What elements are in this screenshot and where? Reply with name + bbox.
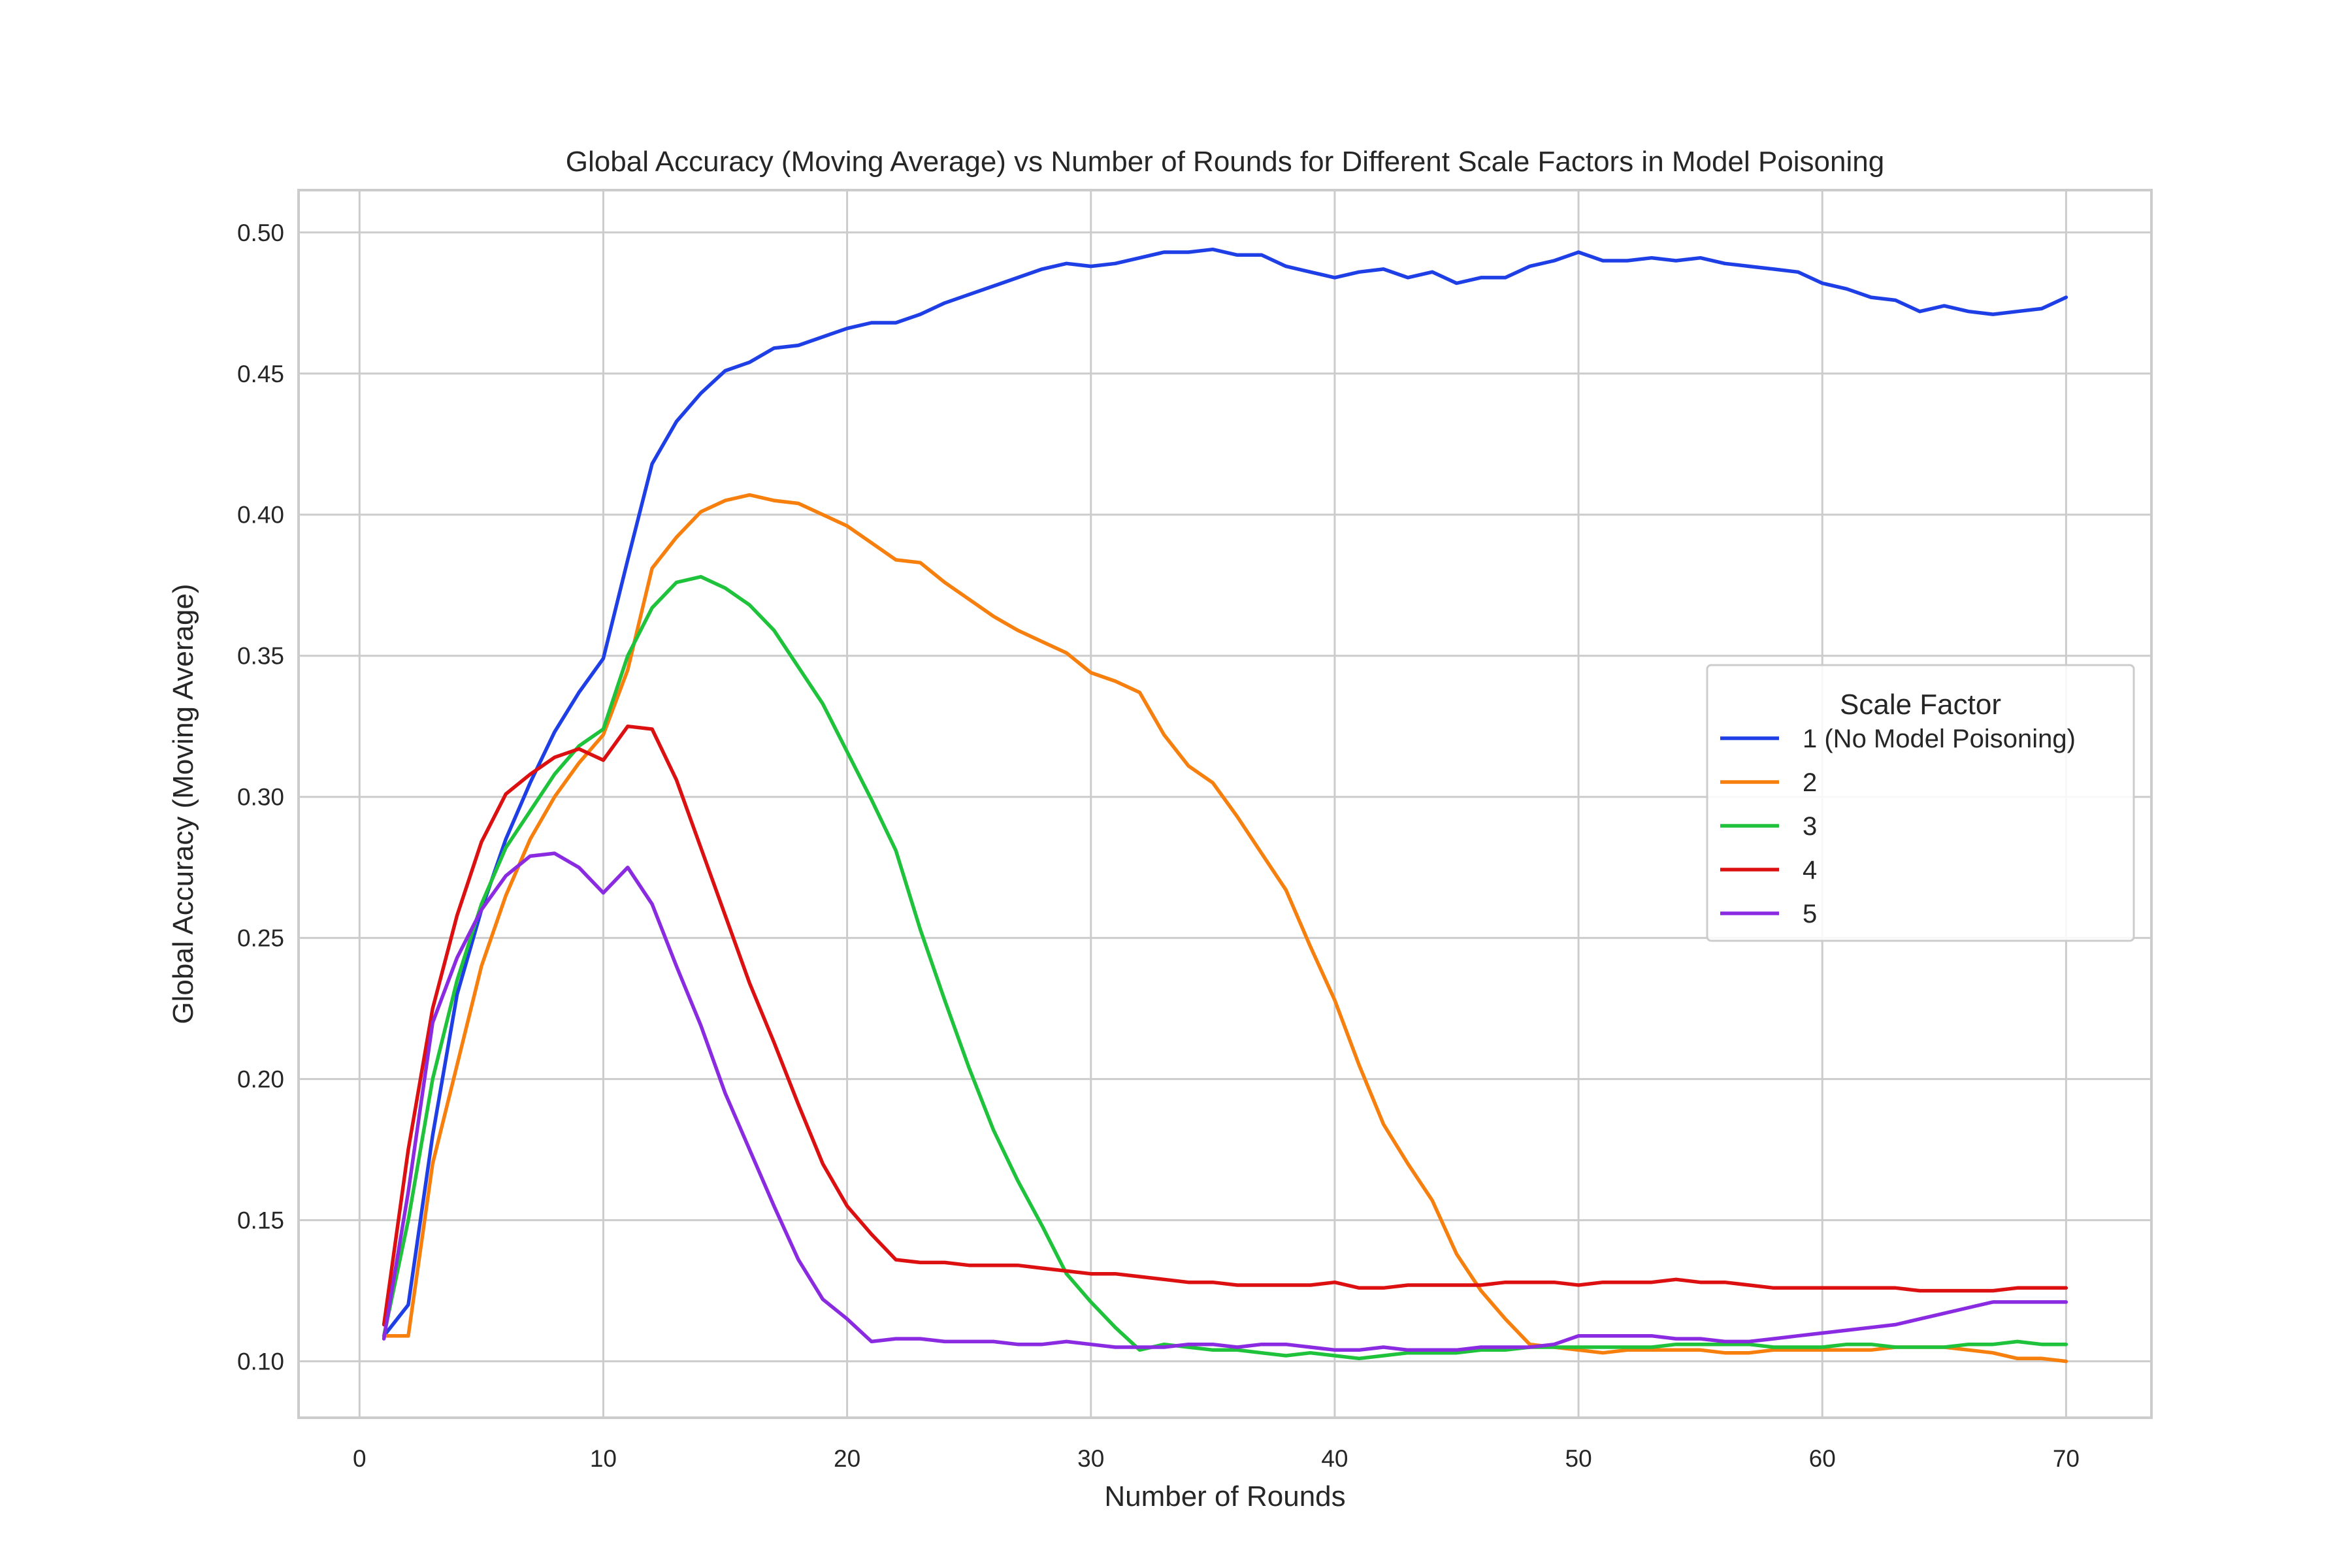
plot-frame bbox=[297, 189, 2153, 1419]
y-tick-label: 0.10 bbox=[237, 1348, 284, 1375]
legend-label-3: 3 bbox=[1803, 812, 1817, 841]
legend-label-1: 1 (No Model Poisoning) bbox=[1803, 725, 2076, 753]
legend: Scale Factor 1 (No Model Poisoning) 2 3 4 5 bbox=[1706, 664, 2135, 942]
legend-title: Scale Factor bbox=[1840, 689, 2001, 721]
x-tick-label: 70 bbox=[2053, 1445, 2080, 1472]
legend-label-2: 2 bbox=[1803, 768, 1817, 797]
chart-title: Global Accuracy (Moving Average) vs Numb… bbox=[566, 146, 1884, 178]
x-tick-label: 20 bbox=[834, 1445, 860, 1472]
legend-box bbox=[1706, 664, 2135, 942]
series-line-5 bbox=[382, 851, 2068, 1352]
x-tick-label: 0 bbox=[353, 1445, 367, 1472]
x-tick-label: 60 bbox=[1809, 1445, 1836, 1472]
x-tick-label: 40 bbox=[1321, 1445, 1348, 1472]
y-axis-label: Global Accuracy (Moving Average) bbox=[167, 583, 199, 1024]
y-tick-label: 0.45 bbox=[237, 361, 284, 387]
y-tick-label: 0.30 bbox=[237, 784, 284, 811]
x-tick-label: 50 bbox=[1565, 1445, 1592, 1472]
y-tick-label: 0.15 bbox=[237, 1207, 284, 1234]
y-tick-label: 0.35 bbox=[237, 643, 284, 670]
series-line-2 bbox=[382, 493, 2068, 1364]
legend-items: 1 (No Model Poisoning) 2 3 4 5 bbox=[1720, 725, 2076, 928]
series-lines bbox=[382, 247, 2068, 1364]
series-line-4 bbox=[382, 724, 2068, 1327]
legend-label-5: 5 bbox=[1803, 900, 1817, 928]
series-line-1 bbox=[382, 247, 2068, 1338]
y-tick-label: 0.20 bbox=[237, 1066, 284, 1093]
grid bbox=[299, 190, 2151, 1418]
x-axis-label: Number of Rounds bbox=[1104, 1480, 1345, 1512]
tick-labels: 0 10 20 30 40 50 60 70 0.10 0.15 0.20 0.25 0.30 0.35 0… bbox=[237, 220, 2080, 1472]
x-tick-label: 30 bbox=[1077, 1445, 1104, 1472]
y-tick-label: 0.40 bbox=[237, 502, 284, 529]
y-tick-label: 0.50 bbox=[237, 220, 284, 246]
legend-label-4: 4 bbox=[1803, 856, 1817, 885]
x-tick-label: 10 bbox=[590, 1445, 617, 1472]
y-tick-label: 0.25 bbox=[237, 925, 284, 952]
series-line-3 bbox=[382, 575, 2068, 1361]
